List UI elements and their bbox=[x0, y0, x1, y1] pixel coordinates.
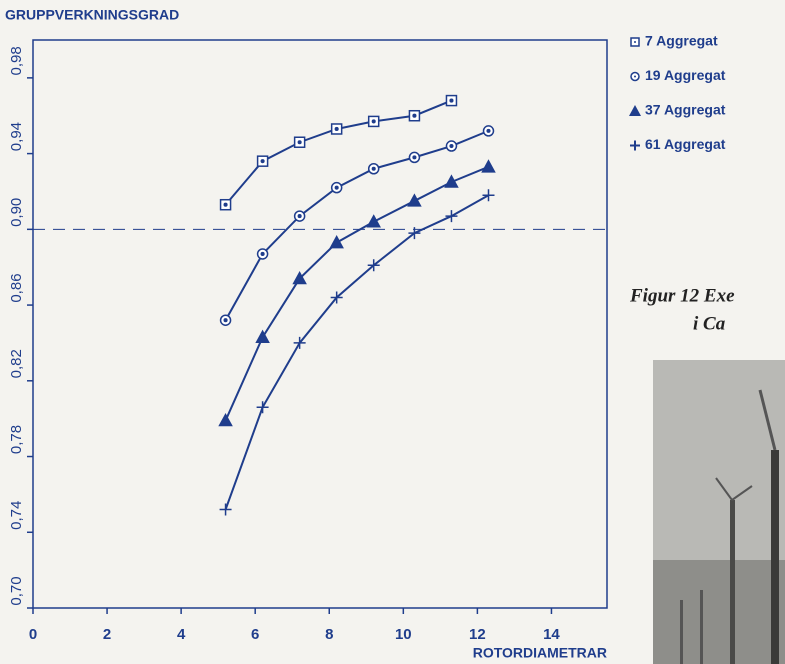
marker-dot bbox=[413, 156, 416, 159]
marker-dot bbox=[261, 160, 264, 163]
y-tick-label: 0,78 bbox=[8, 425, 25, 454]
marker bbox=[332, 183, 342, 193]
marker bbox=[368, 216, 380, 227]
x-tick-label: 4 bbox=[177, 626, 186, 643]
marker bbox=[409, 111, 419, 121]
marker bbox=[446, 141, 456, 151]
plot-frame bbox=[33, 40, 607, 608]
x-tick-label: 0 bbox=[29, 626, 37, 643]
marker bbox=[295, 137, 305, 147]
marker bbox=[445, 176, 457, 187]
y-tick-label: 0,70 bbox=[8, 576, 25, 605]
marker-dot bbox=[487, 130, 490, 133]
x-tick-label: 6 bbox=[251, 626, 259, 643]
marker bbox=[445, 210, 457, 222]
marker bbox=[220, 504, 232, 516]
y-tick-label: 0,98 bbox=[8, 46, 25, 75]
marker bbox=[483, 126, 493, 136]
legend-symbol bbox=[634, 76, 636, 78]
series-line bbox=[226, 167, 489, 421]
marker bbox=[258, 249, 268, 259]
legend-marker bbox=[630, 141, 640, 151]
x-axis-label: ROTORDIAMETRAR bbox=[473, 645, 607, 661]
legend-label: 37 Aggregat bbox=[645, 102, 726, 118]
series bbox=[220, 189, 495, 515]
marker bbox=[408, 195, 420, 206]
marker bbox=[258, 156, 268, 166]
marker bbox=[446, 96, 456, 106]
marker bbox=[257, 401, 269, 413]
series bbox=[220, 161, 495, 426]
legend-symbol bbox=[629, 105, 641, 116]
marker bbox=[369, 116, 379, 126]
legend-label: 61 Aggregat bbox=[645, 136, 726, 152]
x-tick-label: 14 bbox=[543, 626, 560, 643]
legend-marker bbox=[631, 38, 639, 46]
marker bbox=[332, 124, 342, 134]
y-tick-label: 0,94 bbox=[8, 122, 25, 151]
y-tick-label: 0,90 bbox=[8, 198, 25, 227]
marker bbox=[409, 152, 419, 162]
marker-dot bbox=[450, 145, 453, 148]
legend-marker bbox=[631, 73, 639, 81]
marker bbox=[221, 200, 231, 210]
marker-dot bbox=[335, 128, 338, 131]
marker bbox=[220, 415, 232, 426]
marker-dot bbox=[335, 186, 338, 189]
caption-line: i Ca bbox=[693, 313, 726, 334]
legend-label: 19 Aggregat bbox=[645, 67, 726, 83]
page: GRUPPVERKNINGSGRAD ROTORDIAMETRAR Figur … bbox=[0, 0, 785, 664]
marker-dot bbox=[298, 141, 301, 144]
marker bbox=[295, 211, 305, 221]
caption-line: Figur 12 Exe bbox=[629, 285, 735, 306]
marker-dot bbox=[413, 114, 416, 117]
legend-symbol bbox=[634, 41, 636, 43]
series-line bbox=[226, 195, 489, 509]
y-axis-label: GRUPPVERKNINGSGRAD bbox=[5, 7, 179, 23]
y-tick-label: 0,82 bbox=[8, 349, 25, 378]
marker-dot bbox=[372, 167, 375, 170]
marker bbox=[221, 315, 231, 325]
photo bbox=[653, 360, 785, 664]
marker-dot bbox=[372, 120, 375, 123]
x-tick-label: 12 bbox=[469, 626, 486, 643]
marker-dot bbox=[261, 253, 264, 256]
y-tick-label: 0,74 bbox=[8, 501, 25, 530]
marker bbox=[482, 189, 494, 201]
y-tick-label: 0,86 bbox=[8, 273, 25, 302]
legend-symbol bbox=[630, 141, 640, 151]
marker-dot bbox=[450, 99, 453, 102]
x-tick-label: 8 bbox=[325, 626, 333, 643]
legend-label: 7 Aggregat bbox=[645, 33, 718, 49]
marker bbox=[331, 237, 343, 248]
marker-dot bbox=[224, 319, 227, 322]
x-tick-label: 10 bbox=[395, 626, 412, 643]
marker-dot bbox=[224, 203, 227, 206]
legend-marker bbox=[629, 105, 641, 116]
marker bbox=[482, 161, 494, 172]
marker bbox=[257, 331, 269, 342]
marker bbox=[369, 164, 379, 174]
x-tick-label: 2 bbox=[103, 626, 111, 643]
marker-dot bbox=[298, 215, 301, 218]
